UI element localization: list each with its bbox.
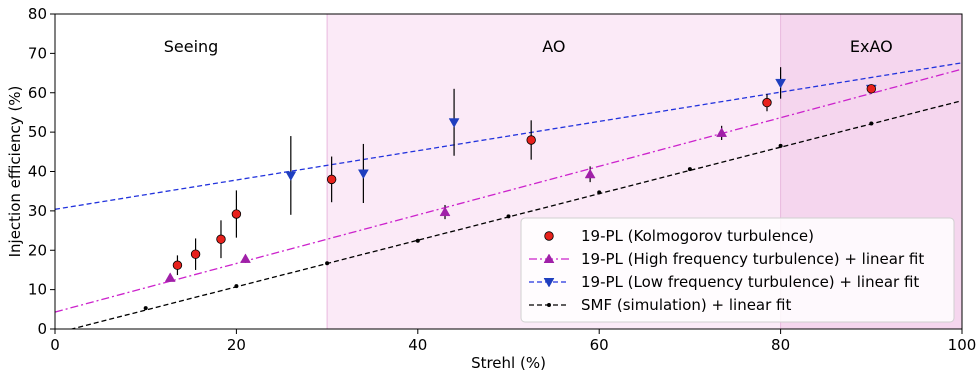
data-point-series-1 [172, 260, 183, 270]
data-point-series-1 [326, 174, 337, 185]
data-point-series-4 [597, 190, 602, 195]
data-point-series-3 [357, 169, 369, 179]
data-point-series-4 [506, 214, 511, 219]
fit-line-series-2 [55, 68, 962, 313]
data-point-series-1 [190, 249, 201, 259]
data-point-series-3 [285, 171, 297, 181]
legend-label-series-1: 19-PL (Kolmogorov turbulence) [581, 227, 814, 245]
x-tick-label: 80 [771, 336, 790, 354]
region-seeing [55, 14, 328, 329]
data-point-series-2 [439, 206, 451, 217]
region-label-exao: ExAO [850, 37, 893, 56]
x-tick-label: 40 [408, 336, 427, 354]
data-points [143, 67, 877, 311]
y-tick-label: 70 [28, 44, 47, 62]
y-tick-label: 20 [28, 241, 47, 259]
y-tick-label: 80 [28, 5, 47, 23]
legend-marker-series-3 [543, 278, 555, 288]
y-tick-label: 0 [37, 320, 47, 338]
data-point-series-1 [526, 135, 536, 145]
data-point-series-2 [240, 253, 251, 263]
legend-box [520, 217, 955, 323]
legend-marker-series-2 [543, 253, 555, 263]
data-point-series-3 [448, 118, 460, 128]
x-tick-label: 20 [227, 336, 246, 354]
data-point-series-4 [234, 284, 239, 289]
y-tick-label: 30 [28, 202, 47, 220]
y-tick-label: 50 [28, 123, 47, 141]
x-tick-label: 60 [590, 336, 609, 354]
region-labels: Seeing AO ExAO [164, 37, 893, 56]
region-label-ao: AO [542, 37, 565, 56]
y-tick-label: 10 [28, 281, 47, 299]
region-label-seeing: Seeing [164, 37, 219, 56]
data-point-series-1 [866, 84, 877, 94]
y-tick-label: 40 [28, 163, 47, 181]
legend-label-series-4: SMF (simulation) + linear fit [581, 296, 792, 314]
y-tick-label: 60 [28, 84, 47, 102]
data-point-series-1 [231, 209, 242, 219]
data-point-series-4 [687, 167, 692, 172]
x-tick-label: 0 [50, 336, 60, 354]
data-point-series-4 [415, 238, 420, 243]
data-point-series-2 [716, 127, 728, 137]
axes: 0 20 40 60 80 100 0 10 20 30 40 50 60 70 80 [28, 5, 976, 354]
x-tick-label: 100 [948, 336, 976, 354]
fit-line-series-3 [55, 62, 962, 210]
data-point-series-1 [762, 97, 772, 108]
data-point-series-4 [143, 306, 148, 311]
legend: 19-PL (Kolmogorov turbulence) 19-PL (High… [520, 217, 955, 323]
data-point-series-4 [869, 121, 874, 126]
data-point-series-3 [775, 78, 787, 89]
legend-marker-series-1 [544, 231, 554, 241]
legend-label-series-3: 19-PL (Low frequency turbulence) + linea… [581, 273, 919, 291]
data-point-series-2 [164, 272, 176, 282]
data-point-series-4 [778, 143, 783, 148]
data-point-series-1 [216, 234, 226, 244]
legend-label-series-2: 19-PL (High frequency turbulence) + line… [581, 250, 924, 268]
x-axis-title: Strehl (%) [471, 354, 546, 372]
region-backgrounds [55, 14, 962, 329]
data-point-series-4 [325, 261, 330, 266]
y-axis-title: Injection efficiency (%) [6, 86, 24, 258]
data-point-series-2 [584, 168, 596, 179]
legend-marker-series-4 [547, 303, 551, 307]
